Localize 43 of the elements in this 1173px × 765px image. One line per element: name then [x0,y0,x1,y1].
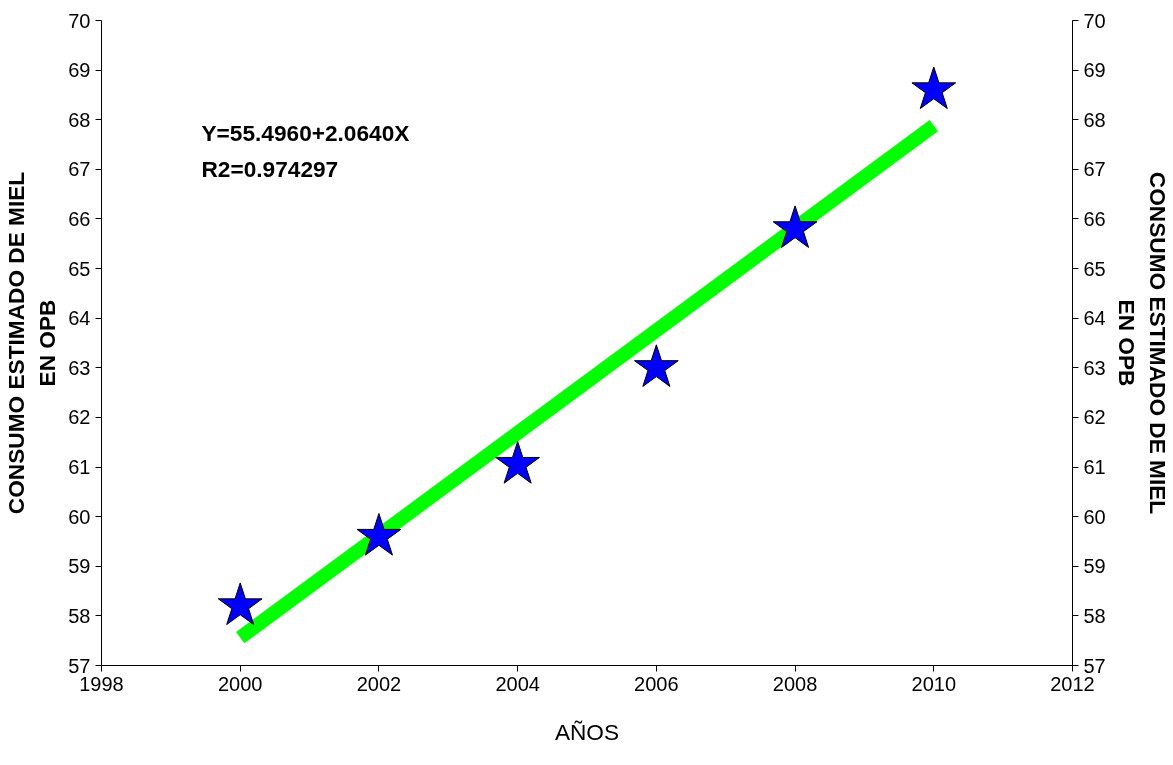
x-tick-label: 2006 [634,672,679,695]
x-tick-label: 2000 [217,672,263,695]
y2-tick-label: 65 [1083,257,1106,280]
point [911,66,957,110]
y2-tick-label: 66 [1083,207,1106,230]
point [633,344,679,387]
point [772,205,818,248]
point [356,513,402,556]
y2-axis-title: CONSUMO ESTIMADO DE MIEL EN OPB [1113,171,1171,515]
y2-tick-label: 60 [1083,505,1106,528]
y-axis-title: CONSUMO ESTIMADO DE MIEL EN OPB [3,171,61,515]
x-axis-title: AÑOS [554,718,620,745]
x-tick-label: 2002 [356,672,402,695]
y-tick-label: 61 [68,456,91,479]
x-tick-label: 2010 [911,672,957,695]
y-tick-label: 62 [68,406,91,429]
y-tick-label: 67 [68,158,91,181]
y-tick-label: 69 [68,59,91,82]
y-tick-label: 65 [68,257,91,280]
y2-tick-label: 70 [1083,9,1106,32]
x-tick-label: 2004 [495,672,540,695]
y2-tick-label: 61 [1083,456,1106,479]
y2-tick-label: 67 [1083,158,1106,181]
y-tick-label: 64 [68,307,91,330]
y-tick-label: 68 [68,108,91,131]
y-tick-label: 58 [68,604,91,627]
y-tick-label: 63 [68,356,91,379]
y2-tick-label: 64 [1083,307,1106,330]
y-tick-label: 66 [68,207,91,230]
point [495,441,541,484]
y-tick-label: 70 [68,9,91,32]
y2-tick-label: 68 [1083,108,1106,131]
y2-tick-label: 63 [1083,356,1106,379]
annotation: Y=55.4960+2.0640X [201,119,410,146]
x-tick-label: 2008 [772,672,818,695]
y2-tick-label: 69 [1083,59,1106,82]
annotation: R2=0.974297 [201,155,339,182]
y2-tick-label: 58 [1083,604,1106,627]
point [217,582,263,626]
y-tick-label: 59 [68,555,91,578]
y2-tick-label: 59 [1083,555,1106,578]
y2-tick-label: 62 [1083,406,1106,429]
y-tick-label: 60 [68,505,91,528]
